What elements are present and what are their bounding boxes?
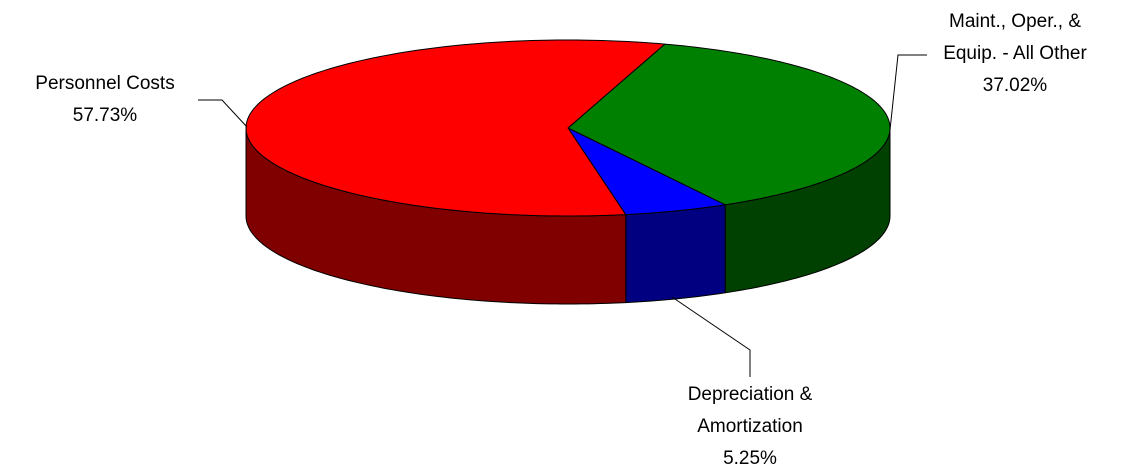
leader-line [671, 296, 751, 377]
slice-label: Personnel Costs 57.73% [0, 68, 210, 132]
category-label: Personnel Costs [35, 73, 175, 94]
slice-side [625, 204, 726, 304]
category-label: Depreciation & Amortization [687, 384, 813, 437]
slice [567, 127, 726, 216]
category-label: Maint., Oper., & Equip. - All Other [943, 11, 1087, 64]
leader-line [198, 99, 248, 128]
value-label: 37.02% [982, 75, 1048, 96]
leader-line [889, 54, 927, 131]
value-label: 57.73% [72, 105, 138, 126]
slice [567, 43, 891, 206]
slice [245, 39, 666, 217]
slice-label: Maint., Oper., & Equip. - All Other 37.0… [920, 6, 1110, 102]
value-label: 5.25% [723, 448, 777, 469]
slice-label: Depreciation & Amortization 5.25% [670, 379, 830, 475]
